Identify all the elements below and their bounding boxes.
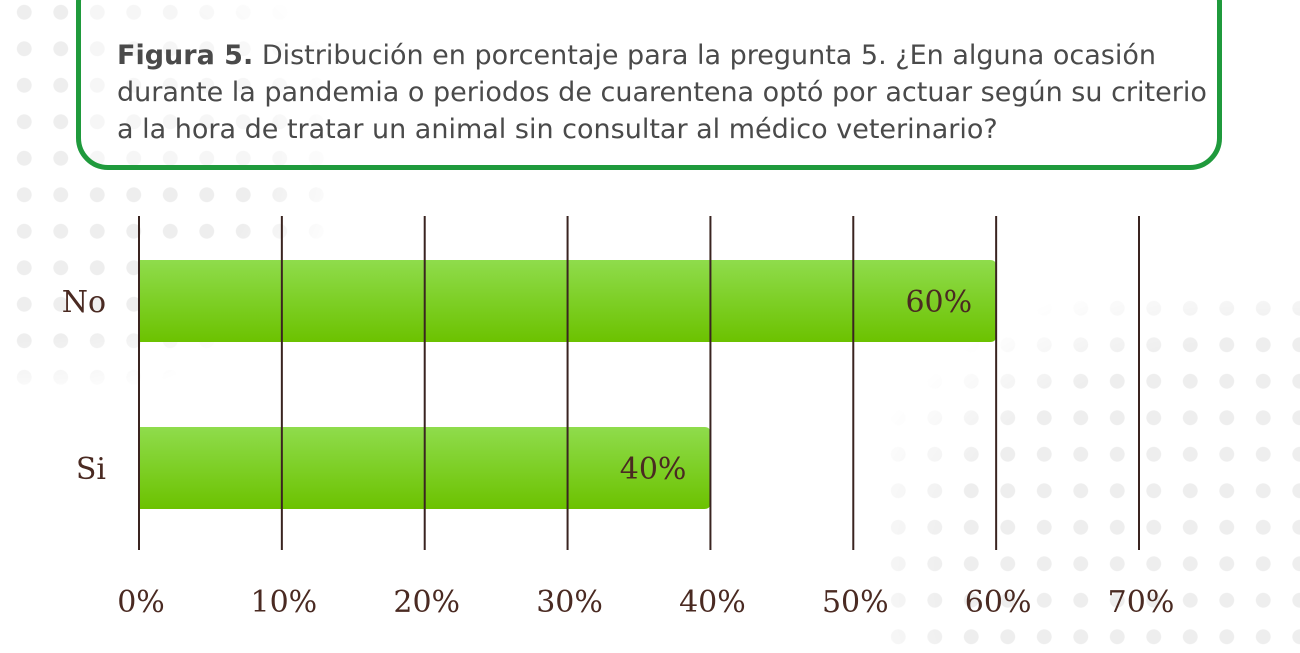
figure-caption: Figura 5. Distribución en porcentaje par…: [117, 37, 1207, 148]
x-tick-label-50: 50%: [822, 585, 889, 620]
caption-label: Figura 5.: [117, 40, 254, 71]
x-tick-label-0: 0%: [117, 585, 165, 620]
x-tick-label-60: 60%: [965, 585, 1032, 620]
x-tick-label-40: 40%: [679, 585, 746, 620]
category-label-no: No: [62, 285, 106, 320]
data-label-si: 40%: [620, 452, 687, 487]
x-tick-label-10: 10%: [251, 585, 318, 620]
labels: 60% No 40% Si 0% 10% 20% 30% 40% 50% 60% 70%: [62, 285, 1175, 620]
dot-pattern-bottom-right: [880, 290, 1300, 653]
gridlines: [138, 216, 1140, 550]
x-tick-label-30: 30%: [536, 585, 603, 620]
caption-text: Distribución en porcentaje para la pregu…: [117, 40, 1207, 145]
category-label-si: Si: [76, 452, 106, 487]
data-label-no: 60%: [905, 285, 972, 320]
caption-frame: [76, 0, 1222, 170]
x-tick-label-70: 70%: [1108, 585, 1175, 620]
x-tick-label-20: 20%: [393, 585, 460, 620]
